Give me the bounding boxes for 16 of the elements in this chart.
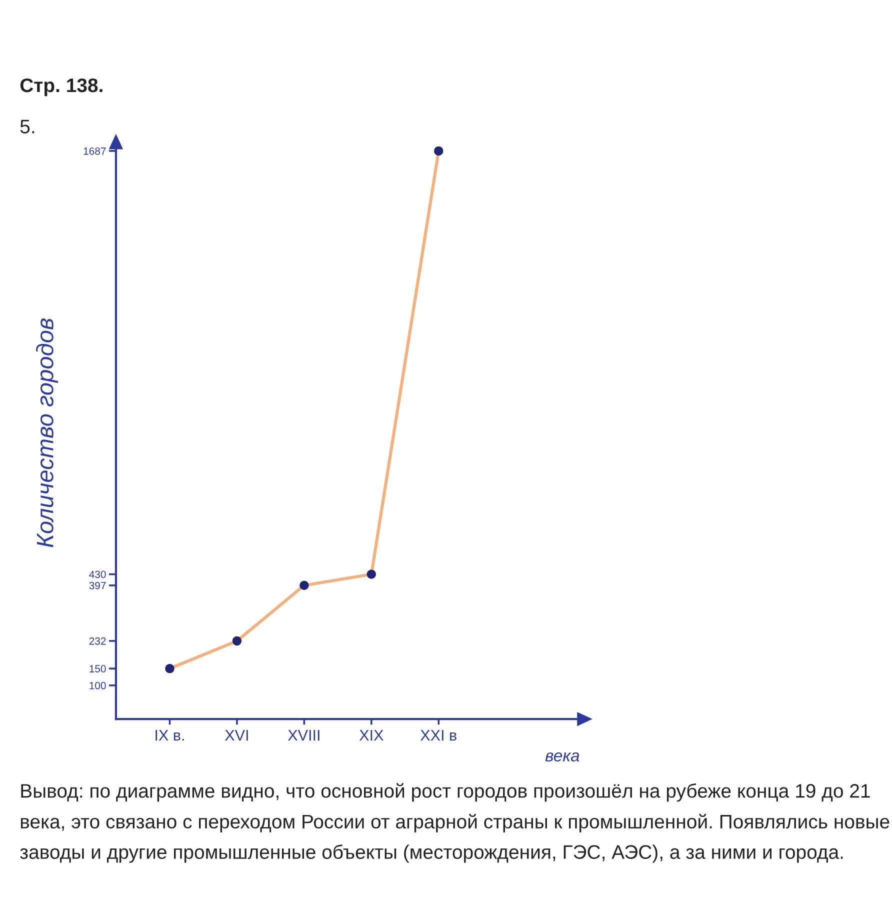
chart-title: Стр. 138. xyxy=(20,78,102,96)
y-tick-label: 232 xyxy=(89,637,106,645)
y-tick-label: 100 xyxy=(90,682,106,690)
x-axis-title: века xyxy=(545,752,580,762)
x-tick-label: XIX xyxy=(359,730,384,741)
y-tick-label: 397 xyxy=(89,582,106,590)
x-tick-label: XXI в xyxy=(420,730,456,741)
y-tick-label: 1687 xyxy=(84,147,106,155)
y-axis-title: Количество городов xyxy=(36,318,58,548)
y-tick-label: 430 xyxy=(89,570,106,578)
y-tick-label: 150 xyxy=(90,665,106,672)
x-tick-label: XVIII xyxy=(288,730,320,741)
x-tick-label: IX в. xyxy=(156,730,184,741)
x-tick-label: XVI xyxy=(224,730,248,741)
text: Вывод: по диаграмме видно, что основной рост городов произошёл на рубеже конца 19 до 21 века, это связано с переходом России от аграрной страны к промышленной. Появлялись новые заводы и другие промышленные объекты (месторождения, ГЭС, АЭС), а за ними и города. xyxy=(20,783,890,863)
chart-subtitle: 5. xyxy=(20,120,34,134)
